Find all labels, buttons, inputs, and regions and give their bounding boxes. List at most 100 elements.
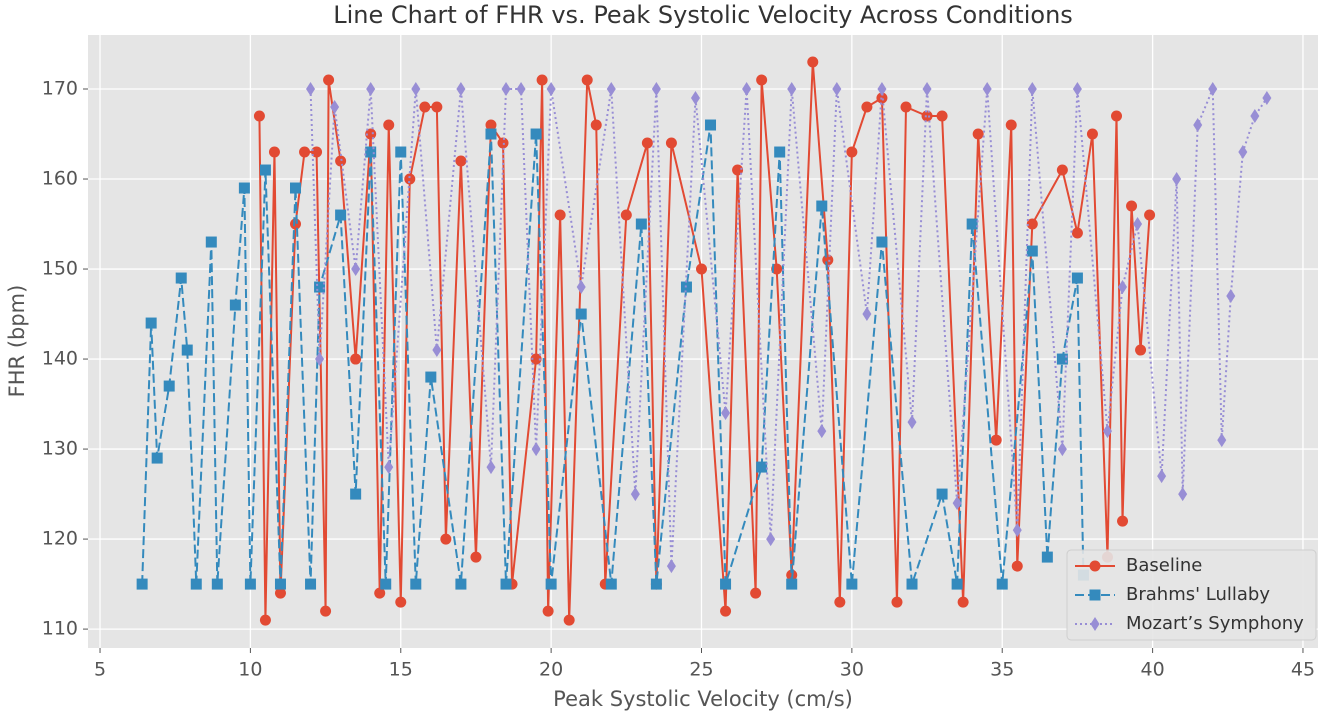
data-point: [384, 460, 394, 475]
legend-label: Brahms' Lullaby: [1126, 584, 1270, 605]
data-point: [907, 415, 917, 430]
data-point: [350, 488, 362, 500]
data-point: [861, 101, 873, 113]
data-point: [190, 578, 202, 590]
data-point: [1086, 128, 1098, 140]
data-point: [253, 110, 265, 122]
data-point: [846, 578, 858, 590]
x-tick-label: 45: [1291, 659, 1315, 681]
data-point: [1056, 164, 1068, 176]
data-point: [455, 155, 467, 167]
data-point: [1011, 560, 1023, 572]
data-point: [431, 101, 443, 113]
chart-title: Line Chart of FHR vs. Peak Systolic Velo…: [333, 1, 1073, 29]
x-tick-label: 40: [1141, 659, 1165, 681]
data-point: [721, 406, 731, 421]
data-point: [136, 578, 148, 590]
data-point: [365, 128, 377, 140]
data-point: [620, 209, 632, 221]
data-point: [350, 353, 362, 365]
data-point: [720, 605, 732, 617]
data-point: [1193, 118, 1203, 133]
data-point: [299, 146, 311, 158]
legend-marker: [1089, 589, 1101, 601]
data-point: [862, 307, 872, 322]
legend-marker: [1089, 560, 1101, 572]
legend-box: [1066, 549, 1317, 641]
data-point: [211, 578, 223, 590]
data-point: [404, 173, 416, 185]
data-point: [229, 299, 241, 311]
data-point: [906, 578, 918, 590]
data-point: [1226, 289, 1236, 304]
data-point: [990, 434, 1002, 446]
data-point: [244, 578, 256, 590]
y-tick-label: 130: [42, 438, 78, 460]
y-tick-label: 120: [42, 528, 78, 550]
data-point: [268, 146, 280, 158]
data-point: [952, 496, 962, 511]
data-point: [374, 587, 386, 599]
data-point: [181, 344, 193, 356]
data-point: [1118, 280, 1128, 295]
data-point: [817, 424, 827, 439]
data-point: [501, 82, 511, 97]
data-point: [750, 587, 762, 599]
data-point: [1012, 523, 1022, 538]
data-point: [1250, 109, 1260, 124]
data-point: [290, 218, 302, 230]
data-point: [330, 100, 340, 115]
data-point: [274, 578, 286, 590]
y-tick-label: 170: [42, 78, 78, 100]
data-point: [936, 110, 948, 122]
data-point: [205, 236, 217, 248]
data-point: [411, 82, 421, 97]
data-point: [274, 587, 286, 599]
data-point: [951, 578, 963, 590]
data-point: [1262, 91, 1272, 106]
data-point: [545, 578, 557, 590]
data-point: [807, 56, 819, 68]
series: [306, 82, 1272, 574]
data-point: [383, 119, 395, 131]
data-point: [1238, 145, 1248, 160]
data-point: [259, 164, 271, 176]
data-point: [581, 74, 593, 86]
data-point: [500, 578, 512, 590]
data-point: [822, 254, 834, 266]
data-point: [1071, 227, 1083, 239]
x-tick-label: 15: [389, 659, 413, 681]
data-point: [1157, 469, 1167, 484]
data-point: [834, 596, 846, 608]
data-point: [1072, 82, 1082, 97]
series-line: [141, 124, 1085, 585]
x-tick-label: 25: [689, 659, 713, 681]
data-point: [486, 460, 496, 475]
data-point: [832, 82, 842, 97]
x-tick-label: 20: [539, 659, 563, 681]
data-point: [335, 155, 347, 167]
data-point: [456, 82, 466, 97]
data-point: [440, 533, 452, 545]
data-point: [395, 596, 407, 608]
data-point: [695, 263, 707, 275]
data-point: [335, 209, 347, 221]
data-point: [531, 442, 541, 457]
data-point: [877, 82, 887, 97]
data-point: [756, 74, 768, 86]
data-point: [554, 209, 566, 221]
plot-area: [88, 35, 1318, 648]
data-point: [922, 82, 932, 97]
legend-marker: [1090, 617, 1100, 631]
data-point: [1027, 82, 1037, 97]
data-point: [705, 119, 717, 131]
data-point: [756, 461, 768, 473]
y-axis-label: FHR (bpm): [5, 285, 29, 398]
data-point: [419, 101, 431, 113]
data-point: [972, 128, 984, 140]
data-point: [651, 82, 661, 97]
data-point: [536, 74, 548, 86]
data-point: [1217, 433, 1227, 448]
data-point: [590, 119, 602, 131]
x-tick-label: 30: [840, 659, 864, 681]
